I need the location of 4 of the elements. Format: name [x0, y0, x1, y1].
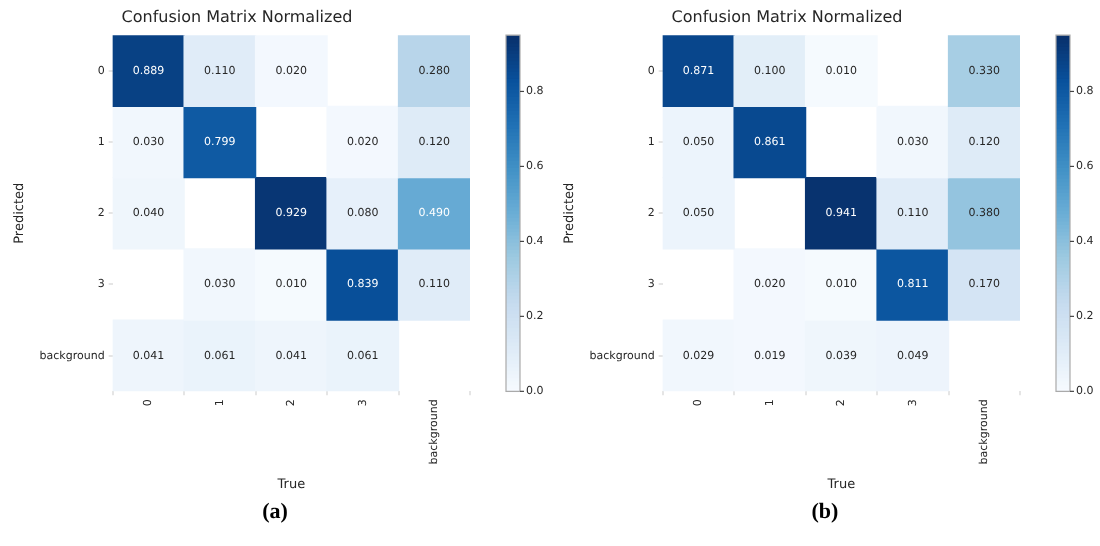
text: (b): [809, 500, 841, 524]
chart-title: Confusion Matrix Normalized: [671, 7, 903, 26]
text: (a): [260, 500, 290, 524]
chart-title: Confusion Matrix Normalized: [121, 7, 353, 26]
